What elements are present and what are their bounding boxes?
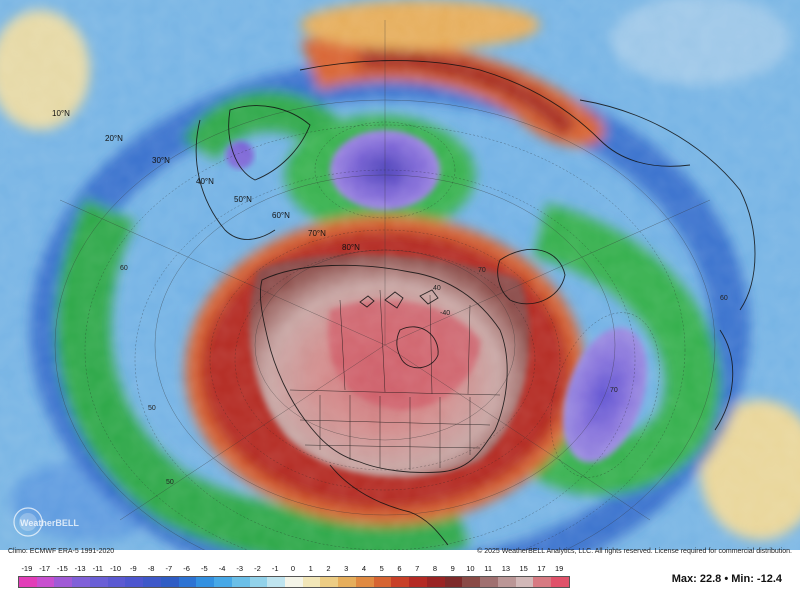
colorbar-swatch — [302, 577, 321, 587]
colorbar-swatch — [355, 577, 374, 587]
anomaly-map: 10°N 20°N 30°N 40°N 50°N 60°N 70°N 80°N … — [0, 0, 800, 550]
lat-label-70n: 70°N — [308, 229, 326, 238]
lat-label-50n: 50°N — [234, 195, 252, 204]
contour-label: 70 — [478, 267, 486, 274]
colorbar-tick-label: 1 — [308, 564, 313, 573]
max-value: 22.8 — [699, 573, 722, 585]
colorbar-swatch — [231, 577, 250, 587]
colorbar-swatch — [19, 577, 37, 587]
contour-label: 70 — [610, 387, 618, 394]
colorbar-tick-label: -2 — [254, 564, 261, 573]
lat-label-20n: 20°N — [105, 134, 123, 143]
min-value: -12.4 — [756, 573, 782, 585]
colorbar-swatch — [267, 577, 286, 587]
colorbar-swatch — [515, 577, 534, 587]
colorbar-swatch — [551, 577, 569, 587]
colorbar-swatch — [409, 577, 427, 587]
colorbar-swatch — [391, 577, 410, 587]
colorbar-swatch — [196, 577, 215, 587]
colorbar-swatch — [444, 577, 463, 587]
colorbar-swatch — [373, 577, 392, 587]
colorbar-tick-label: -19 — [21, 564, 33, 573]
colorbar-tick-label: -11 — [92, 564, 103, 573]
colorbar-tick-label: 9 — [450, 564, 455, 573]
colorbar-tick-label: 5 — [379, 564, 384, 573]
colorbar-tick-label: -8 — [147, 564, 155, 573]
colorbar-swatch — [249, 577, 268, 587]
colorbar-swatch — [143, 577, 161, 587]
contour-label: 50 — [148, 405, 156, 412]
colorbar-swatch — [125, 577, 144, 587]
colorbar-swatch — [89, 577, 108, 587]
colorbar-swatch — [178, 577, 197, 587]
colorbar-tick-label: -13 — [74, 564, 86, 573]
colorbar-tick-label: -1 — [271, 564, 279, 573]
colorbar-tick-label: 2 — [326, 564, 331, 573]
colorbar-tick-label: 19 — [554, 564, 564, 573]
svg-text:WeatherBELL: WeatherBELL — [20, 518, 79, 528]
min-label: Min: — [731, 573, 754, 585]
colorbar-swatch — [480, 577, 498, 587]
contour-label: -40 — [440, 310, 450, 317]
colorbar-tick-label: 15 — [519, 564, 528, 573]
colorbar-swatch — [338, 577, 356, 587]
colorbar-tick-label: 3 — [344, 564, 349, 573]
lat-label-10n: 10°N — [52, 109, 70, 118]
contour-label: 60 — [720, 295, 728, 302]
colorbar-tick-label: 8 — [432, 564, 438, 573]
colorbar-swatch — [533, 577, 552, 587]
contour-label: 60 — [120, 265, 128, 272]
climo-source-text: Climo: ECMWF ERA-5 1991-2020 — [8, 548, 115, 555]
separator: • — [724, 573, 729, 585]
contour-label: 50 — [166, 479, 174, 486]
colorbar-swatch — [320, 577, 339, 587]
colorbar-tick-label: 7 — [415, 564, 420, 573]
colorbar-swatch — [160, 577, 179, 587]
colorbar-swatch — [426, 577, 445, 587]
colorbar-ticks: -19 -17 -15 -13 -11 -10 -9 -8 -7 -6 -5 -4 -3 -2 -1 0 1 2 3… — [18, 564, 568, 574]
weatherbell-logo: WeatherBELL — [13, 507, 79, 537]
colorbar-tick-label: 10 — [466, 564, 475, 573]
colorbar-tick-label: -9 — [129, 564, 137, 573]
colorbar-tick-label: -7 — [165, 564, 173, 573]
colorbar-tick-label: -6 — [183, 564, 190, 573]
colorbar-swatch — [107, 577, 126, 587]
colorbar-tick-label: 13 — [501, 564, 511, 573]
colorbar-tick-label: 0 — [290, 564, 296, 573]
colorbar-tick-label: 4 — [361, 564, 367, 573]
colorbar-swatch — [214, 577, 232, 587]
lat-label-30n: 30°N — [152, 156, 170, 165]
colorbar-swatch — [36, 577, 55, 587]
colorbar-swatches — [18, 576, 570, 588]
colorbar-tick-label: -3 — [236, 564, 244, 573]
colorbar-tick-label: 11 — [484, 564, 493, 573]
colorbar-tick-label: -5 — [200, 564, 208, 573]
colorbar-swatch — [497, 577, 516, 587]
colorbar-tick-label: 6 — [397, 564, 402, 573]
colorbar-swatch — [462, 577, 481, 587]
max-min-readout: Max: 22.8 • Min: -12.4 — [672, 573, 782, 585]
lat-label-80n: 80°N — [342, 243, 360, 252]
colorbar-swatch — [285, 577, 303, 587]
colorbar-tick-label: -10 — [110, 564, 121, 573]
lat-label-60n: 60°N — [272, 211, 290, 220]
copyright-text: © 2025 WeatherBELL Analytics, LLC. All r… — [477, 548, 792, 555]
colorbar-swatch — [54, 577, 73, 587]
lat-label-40n: 40°N — [196, 177, 214, 186]
colorbar-swatch — [72, 577, 90, 587]
colorbar-tick-label: -17 — [39, 564, 51, 573]
colorbar-tick-label: -4 — [218, 564, 226, 573]
contour-label: 40 — [433, 285, 441, 292]
colorbar-tick-label: 17 — [537, 564, 546, 573]
max-label: Max: — [671, 573, 697, 585]
colorbar-tick-label: -15 — [56, 564, 68, 573]
colorbar: -19 -17 -15 -13 -11 -10 -9 -8 -7 -6 -5 -4 -3 -2 -1 0 1 2 3… — [0, 556, 800, 600]
